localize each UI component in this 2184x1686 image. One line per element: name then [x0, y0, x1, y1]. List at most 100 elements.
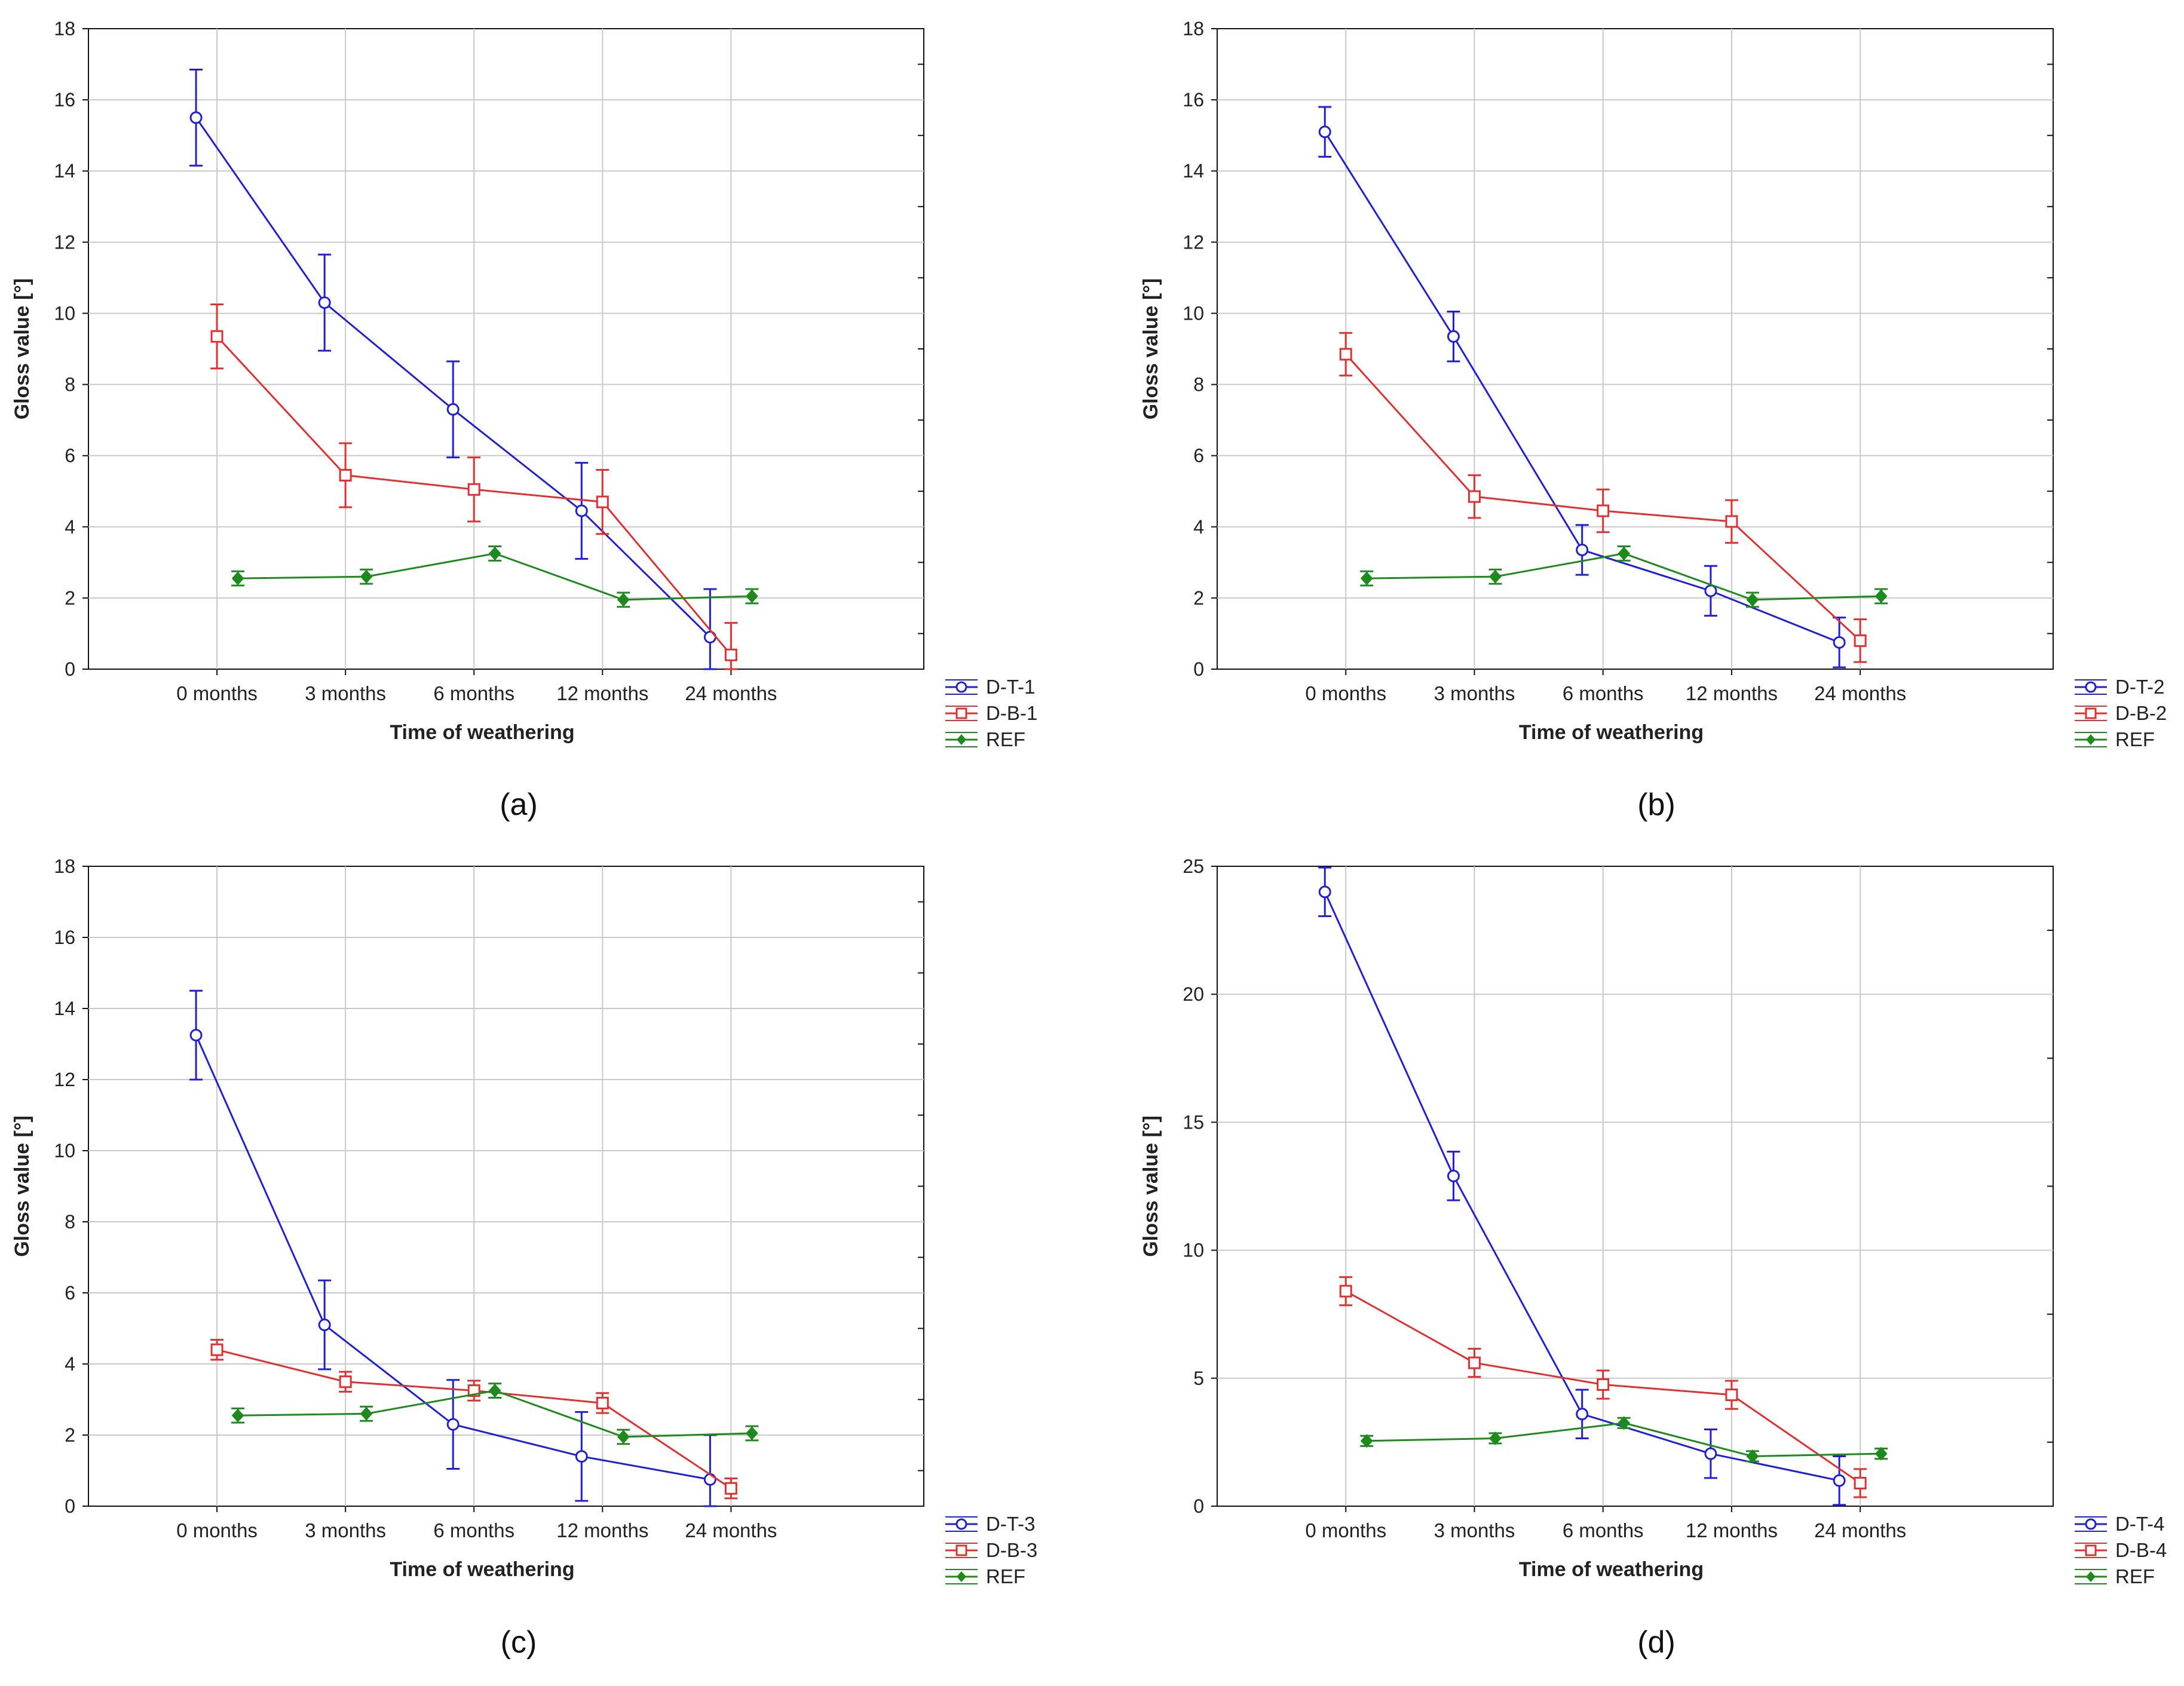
legend-label: D-T-1: [986, 676, 1036, 698]
legend-marker: [2085, 1544, 2097, 1556]
x-axis-title: Time of weathering: [390, 1558, 574, 1581]
legend-item-d-b-1[interactable]: D-B-1: [945, 702, 1037, 724]
data-point[interactable]: [1833, 636, 1846, 649]
legend-item-ref[interactable]: REF: [2075, 728, 2155, 750]
y-tick-label: 18: [54, 18, 75, 39]
data-point[interactable]: [1339, 348, 1352, 361]
data-point[interactable]: [1704, 584, 1717, 597]
data-point[interactable]: [360, 1406, 373, 1421]
x-tick-label: 0 months: [176, 1519, 258, 1541]
data-point[interactable]: [1339, 1285, 1352, 1298]
legend-item-d-t-4[interactable]: D-T-4: [2075, 1513, 2165, 1535]
data-point[interactable]: [1854, 1476, 1867, 1489]
data-point[interactable]: [210, 1343, 223, 1356]
data-point[interactable]: [1746, 593, 1759, 607]
x-tick-label: 3 months: [305, 682, 386, 704]
data-point[interactable]: [1618, 1416, 1631, 1430]
data-point[interactable]: [1447, 330, 1460, 343]
y-axis-title: Gloss value [°]: [1140, 1115, 1162, 1257]
data-point[interactable]: [189, 111, 203, 124]
data-point[interactable]: [596, 495, 609, 508]
data-point[interactable]: [596, 1396, 609, 1409]
legend-item-ref[interactable]: REF: [945, 728, 1025, 750]
legend-label: D-T-2: [2115, 676, 2165, 698]
x-tick-label: 24 months: [1814, 682, 1906, 704]
x-tick-label: 3 months: [305, 1519, 386, 1541]
data-point[interactable]: [575, 504, 588, 517]
data-point[interactable]: [1318, 885, 1331, 899]
gridlines: [1217, 29, 2053, 669]
data-point[interactable]: [488, 1384, 501, 1398]
legend-label: REF: [986, 728, 1025, 750]
data-point[interactable]: [189, 1029, 203, 1042]
data-point[interactable]: [575, 1450, 588, 1463]
data-point[interactable]: [1360, 1434, 1373, 1448]
legend-item-d-t-1[interactable]: D-T-1: [945, 676, 1036, 698]
legend-item-ref[interactable]: REF: [945, 1565, 1025, 1587]
data-point[interactable]: [231, 571, 244, 585]
series-d-t-3: [189, 989, 717, 1507]
data-point[interactable]: [746, 589, 758, 603]
data-point[interactable]: [339, 468, 352, 482]
legend-label: D-T-3: [986, 1513, 1036, 1535]
data-point[interactable]: [446, 1418, 460, 1431]
data-point[interactable]: [1874, 589, 1888, 603]
y-tick-label: 2: [1193, 587, 1204, 609]
legend: D-T-2 D-B-2 REF: [2075, 676, 2167, 750]
data-point[interactable]: [1489, 569, 1502, 584]
data-point[interactable]: [1576, 1408, 1589, 1421]
legend-item-d-t-3[interactable]: D-T-3: [945, 1513, 1036, 1535]
data-point[interactable]: [467, 483, 480, 496]
data-point[interactable]: [1489, 1431, 1502, 1445]
legend-item-d-t-2[interactable]: D-T-2: [2075, 676, 2165, 698]
data-point[interactable]: [746, 1426, 758, 1440]
legend-item-ref[interactable]: REF: [2075, 1565, 2155, 1587]
x-tick-label: 12 months: [556, 1519, 648, 1541]
data-point[interactable]: [1725, 1388, 1738, 1402]
x-tick-label: 12 months: [1686, 682, 1778, 704]
data-point[interactable]: [446, 403, 460, 416]
data-point[interactable]: [210, 330, 223, 343]
legend-item-d-b-2[interactable]: D-B-2: [2075, 702, 2167, 724]
data-point[interactable]: [1597, 1378, 1610, 1391]
data-point[interactable]: [1468, 490, 1481, 503]
data-point[interactable]: [488, 546, 501, 560]
data-point[interactable]: [1874, 1446, 1888, 1461]
data-point[interactable]: [1318, 125, 1331, 139]
legend-marker: [2086, 734, 2096, 745]
data-point[interactable]: [1833, 1474, 1846, 1487]
data-point[interactable]: [1618, 546, 1631, 560]
series-ref: [1360, 1416, 1888, 1463]
data-point[interactable]: [1447, 1169, 1460, 1182]
data-point[interactable]: [318, 1319, 331, 1332]
series-ref: [231, 1382, 759, 1445]
series-ref: [231, 545, 759, 608]
series-d-b-1: [210, 304, 738, 670]
data-point[interactable]: [617, 593, 630, 607]
y-tick-label: 6: [65, 445, 75, 467]
data-point[interactable]: [1597, 504, 1610, 517]
data-point[interactable]: [339, 1375, 352, 1388]
chart-panel-c: 0 2 4 6 8 10 12 14 16 18 0 months 3 months 6 months 1…: [11, 856, 1037, 1660]
data-point[interactable]: [703, 1473, 716, 1486]
data-point[interactable]: [360, 569, 373, 584]
data-point[interactable]: [1360, 571, 1373, 585]
data-point[interactable]: [724, 1482, 737, 1495]
legend: D-T-4 D-B-4 REF: [2075, 1513, 2167, 1587]
data-point[interactable]: [724, 648, 737, 661]
data-point[interactable]: [318, 296, 331, 309]
panel-label: (c): [501, 1625, 537, 1660]
data-point[interactable]: [1704, 1447, 1717, 1460]
legend-item-d-b-3[interactable]: D-B-3: [945, 1539, 1037, 1561]
data-point[interactable]: [1725, 515, 1738, 528]
legend-marker: [955, 1518, 967, 1530]
data-point[interactable]: [231, 1408, 244, 1423]
legend-item-d-b-4[interactable]: D-B-4: [2075, 1539, 2167, 1561]
data-point[interactable]: [1746, 1449, 1759, 1463]
data-point[interactable]: [1854, 634, 1867, 647]
series-d-b-2: [1339, 332, 1867, 663]
data-point[interactable]: [1576, 543, 1589, 556]
x-tick-label: 12 months: [1686, 1519, 1778, 1541]
data-point[interactable]: [1468, 1356, 1481, 1369]
data-point[interactable]: [617, 1430, 630, 1444]
